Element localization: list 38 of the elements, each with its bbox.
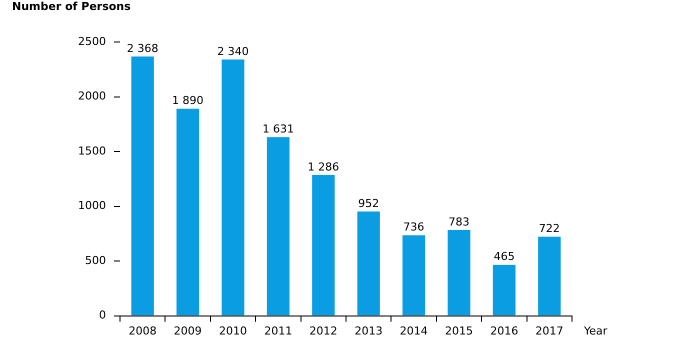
data-label: 465 — [494, 250, 515, 264]
y-tick-label: 1000 — [78, 199, 106, 212]
x-tick-label: 2010 — [218, 324, 247, 338]
x-tick-label: 2013 — [354, 324, 383, 338]
bar — [266, 137, 290, 316]
data-label: 2 368 — [126, 42, 158, 55]
bar — [131, 56, 154, 316]
x-tick-label: 2012 — [309, 324, 338, 338]
y-tick-label: 500 — [84, 254, 106, 267]
data-label: 736 — [403, 220, 424, 234]
x-tick-label: 2008 — [128, 324, 157, 338]
data-label: 1 890 — [172, 94, 204, 108]
y-tick-label: 1500 — [78, 144, 106, 158]
data-label: 1 631 — [262, 122, 294, 136]
y-tick-label: 2500 — [78, 34, 106, 48]
x-tick-label: 2011 — [264, 324, 292, 338]
bar — [176, 108, 200, 316]
bar — [448, 230, 470, 316]
y-tick-label: 2000 — [78, 90, 106, 103]
bar — [357, 212, 380, 316]
y-tick-label: 0 — [98, 308, 106, 322]
x-tick-label: 2017 — [535, 324, 564, 338]
x-tick-label: 2016 — [490, 324, 518, 338]
data-label: 783 — [448, 215, 470, 228]
data-label: 1 286 — [308, 160, 340, 174]
data-label: 722 — [538, 222, 560, 236]
x-tick-label: 2015 — [445, 324, 473, 338]
x-tick-label: 2009 — [174, 324, 202, 338]
y-axis-title: Number of Persons — [12, 0, 132, 13]
bar — [312, 174, 335, 316]
data-label: 2 340 — [217, 44, 249, 58]
bar — [402, 235, 426, 316]
data-label: 952 — [358, 196, 380, 210]
bar — [492, 264, 516, 316]
x-axis-title: Year — [583, 324, 608, 338]
bar — [538, 236, 561, 316]
x-tick-label: 2014 — [400, 324, 428, 338]
bar — [222, 60, 244, 316]
